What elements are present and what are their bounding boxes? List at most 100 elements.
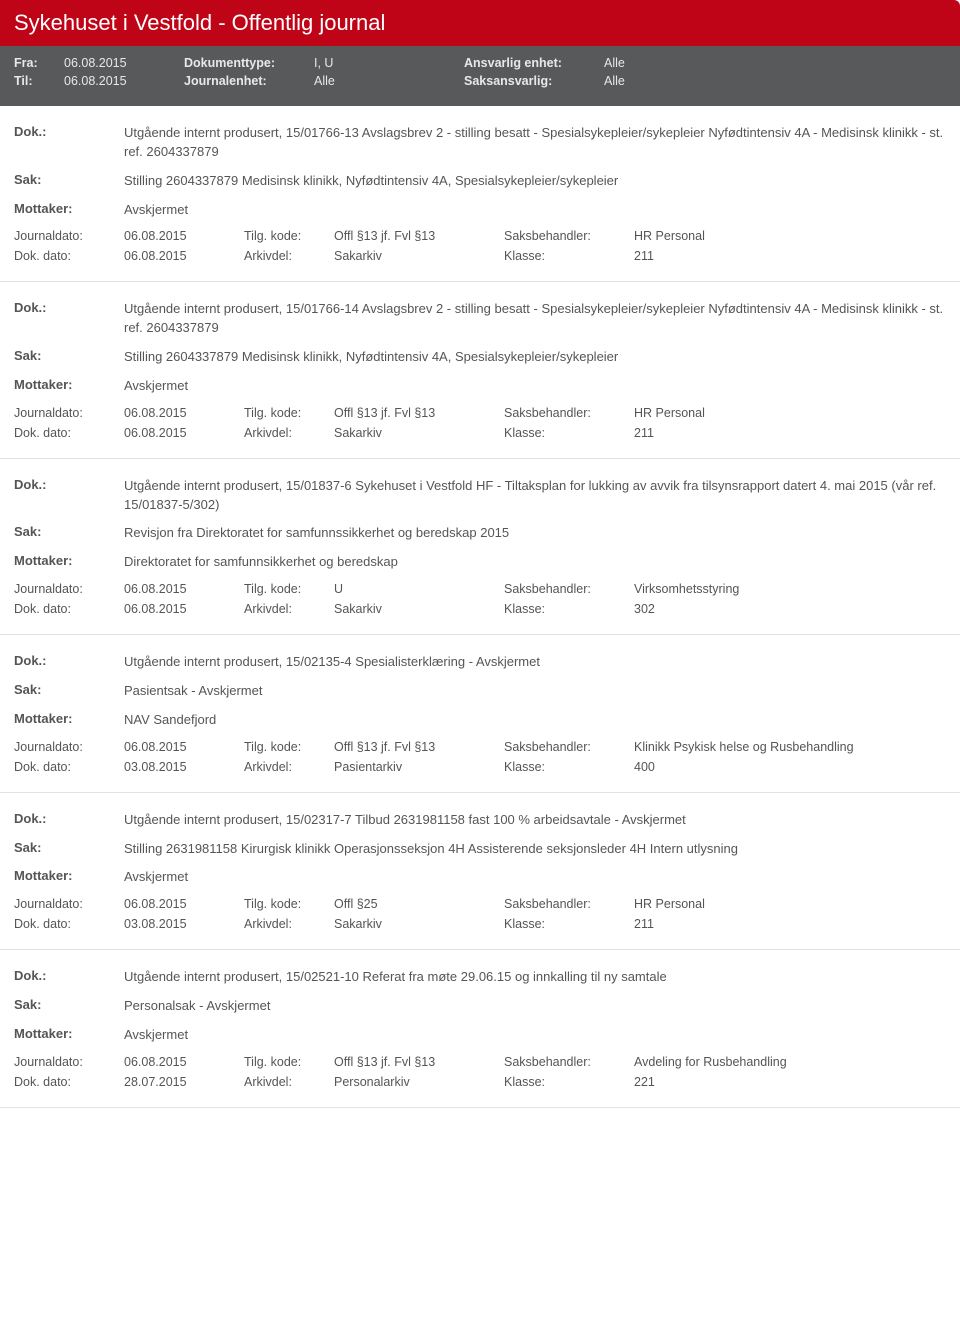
mottaker-label: Mottaker: <box>14 553 124 568</box>
journal-entry: Dok.:Utgående internt produsert, 15/0252… <box>0 950 960 1108</box>
saksbehandler-label: Saksbehandler: <box>504 406 634 420</box>
dok-label: Dok.: <box>14 477 124 492</box>
saksansvarlig-label: Saksansvarlig: <box>464 74 604 88</box>
tilgkode-label: Tilg. kode: <box>244 229 334 243</box>
dok-text: Utgående internt produsert, 15/01837-6 S… <box>124 477 946 515</box>
journal-entry: Dok.:Utgående internt produsert, 15/0176… <box>0 106 960 282</box>
saksansvarlig-value: Alle <box>604 74 625 88</box>
saksbehandler-label: Saksbehandler: <box>504 1055 634 1069</box>
dok-label: Dok.: <box>14 968 124 983</box>
tilgkode-value: Offl §13 jf. Fvl §13 <box>334 229 504 243</box>
filter-row-1: Fra: 06.08.2015 Dokumenttype: I, U Ansva… <box>14 56 946 70</box>
journal-entry: Dok.:Utgående internt produsert, 15/0183… <box>0 459 960 635</box>
tilgkode-label: Tilg. kode: <box>244 1055 334 1069</box>
journaldato-value: 06.08.2015 <box>124 740 244 754</box>
arkivdel-value: Sakarkiv <box>334 249 504 263</box>
meta-row-2: Dok. dato:28.07.2015Arkivdel:Personalark… <box>14 1075 946 1089</box>
arkivdel-value: Sakarkiv <box>334 426 504 440</box>
dok-row: Dok.:Utgående internt produsert, 15/0252… <box>14 968 946 987</box>
dokumenttype-label: Dokumenttype: <box>184 56 314 70</box>
saksbehandler-value: Klinikk Psykisk helse og Rusbehandling <box>634 740 854 754</box>
entries-container: Dok.:Utgående internt produsert, 15/0176… <box>0 106 960 1108</box>
dok-text: Utgående internt produsert, 15/01766-13 … <box>124 124 946 162</box>
journaldato-value: 06.08.2015 <box>124 229 244 243</box>
saksbehandler-label: Saksbehandler: <box>504 582 634 596</box>
mottaker-text: NAV Sandefjord <box>124 711 946 730</box>
sak-text: Stilling 2604337879 Medisinsk klinikk, N… <box>124 348 946 367</box>
sak-text: Stilling 2631981158 Kirurgisk klinikk Op… <box>124 840 946 859</box>
dokdato-label: Dok. dato: <box>14 426 124 440</box>
dok-text: Utgående internt produsert, 15/02521-10 … <box>124 968 946 987</box>
sak-text: Revisjon fra Direktoratet for samfunnssi… <box>124 524 946 543</box>
meta-row-1: Journaldato:06.08.2015Tilg. kode:USaksbe… <box>14 582 946 596</box>
meta-row-1: Journaldato:06.08.2015Tilg. kode:Offl §1… <box>14 406 946 420</box>
til-label: Til: <box>14 74 64 88</box>
mottaker-row: Mottaker:NAV Sandefjord <box>14 711 946 730</box>
klasse-value: 211 <box>634 249 654 263</box>
tilgkode-label: Tilg. kode: <box>244 740 334 754</box>
mottaker-label: Mottaker: <box>14 1026 124 1041</box>
journaldato-value: 06.08.2015 <box>124 897 244 911</box>
journaldato-label: Journaldato: <box>14 582 124 596</box>
mottaker-row: Mottaker:Avskjermet <box>14 868 946 887</box>
journal-entry: Dok.:Utgående internt produsert, 15/0213… <box>0 635 960 793</box>
filter-bar: Fra: 06.08.2015 Dokumenttype: I, U Ansva… <box>0 46 960 106</box>
klasse-value: 400 <box>634 760 655 774</box>
dok-row: Dok.:Utgående internt produsert, 15/0176… <box>14 300 946 338</box>
sak-row: Sak:Stilling 2631981158 Kirurgisk klinik… <box>14 840 946 859</box>
dokumenttype-value: I, U <box>314 56 464 70</box>
journaldato-label: Journaldato: <box>14 229 124 243</box>
fra-value: 06.08.2015 <box>64 56 184 70</box>
dokdato-value: 06.08.2015 <box>124 602 244 616</box>
sak-row: Sak:Pasientsak - Avskjermet <box>14 682 946 701</box>
arkivdel-value: Pasientarkiv <box>334 760 504 774</box>
mottaker-text: Avskjermet <box>124 1026 946 1045</box>
fra-label: Fra: <box>14 56 64 70</box>
dokdato-label: Dok. dato: <box>14 917 124 931</box>
mottaker-label: Mottaker: <box>14 868 124 883</box>
dok-label: Dok.: <box>14 124 124 139</box>
dok-row: Dok.:Utgående internt produsert, 15/0176… <box>14 124 946 162</box>
klasse-label: Klasse: <box>504 249 634 263</box>
mottaker-text: Avskjermet <box>124 377 946 396</box>
sak-label: Sak: <box>14 172 124 187</box>
journalenhet-label: Journalenhet: <box>184 74 314 88</box>
meta-row-1: Journaldato:06.08.2015Tilg. kode:Offl §1… <box>14 1055 946 1069</box>
dokdato-value: 03.08.2015 <box>124 917 244 931</box>
mottaker-label: Mottaker: <box>14 201 124 216</box>
meta-row-2: Dok. dato:06.08.2015Arkivdel:SakarkivKla… <box>14 249 946 263</box>
dokdato-value: 03.08.2015 <box>124 760 244 774</box>
dokdato-value: 28.07.2015 <box>124 1075 244 1089</box>
saksbehandler-value: HR Personal <box>634 406 705 420</box>
saksbehandler-value: Virksomhetsstyring <box>634 582 739 596</box>
page-title: Sykehuset i Vestfold - Offentlig journal <box>0 0 960 46</box>
tilgkode-value: Offl §13 jf. Fvl §13 <box>334 1055 504 1069</box>
dok-text: Utgående internt produsert, 15/01766-14 … <box>124 300 946 338</box>
ansvarlig-enhet-label: Ansvarlig enhet: <box>464 56 604 70</box>
saksbehandler-value: HR Personal <box>634 897 705 911</box>
klasse-value: 302 <box>634 602 655 616</box>
dokdato-value: 06.08.2015 <box>124 426 244 440</box>
sak-label: Sak: <box>14 348 124 363</box>
saksbehandler-label: Saksbehandler: <box>504 897 634 911</box>
tilgkode-value: Offl §13 jf. Fvl §13 <box>334 740 504 754</box>
saksbehandler-label: Saksbehandler: <box>504 740 634 754</box>
arkivdel-value: Sakarkiv <box>334 602 504 616</box>
journal-entry: Dok.:Utgående internt produsert, 15/0231… <box>0 793 960 951</box>
meta-row-1: Journaldato:06.08.2015Tilg. kode:Offl §1… <box>14 740 946 754</box>
dok-text: Utgående internt produsert, 15/02317-7 T… <box>124 811 946 830</box>
mottaker-text: Direktoratet for samfunnsikkerhet og ber… <box>124 553 946 572</box>
klasse-value: 211 <box>634 426 654 440</box>
sak-row: Sak:Stilling 2604337879 Medisinsk klinik… <box>14 348 946 367</box>
klasse-value: 221 <box>634 1075 655 1089</box>
arkivdel-label: Arkivdel: <box>244 917 334 931</box>
arkivdel-value: Personalarkiv <box>334 1075 504 1089</box>
sak-label: Sak: <box>14 682 124 697</box>
saksbehandler-label: Saksbehandler: <box>504 229 634 243</box>
journaldato-label: Journaldato: <box>14 406 124 420</box>
dok-label: Dok.: <box>14 653 124 668</box>
tilgkode-value: Offl §13 jf. Fvl §13 <box>334 406 504 420</box>
dokdato-label: Dok. dato: <box>14 249 124 263</box>
dok-text: Utgående internt produsert, 15/02135-4 S… <box>124 653 946 672</box>
sak-text: Pasientsak - Avskjermet <box>124 682 946 701</box>
